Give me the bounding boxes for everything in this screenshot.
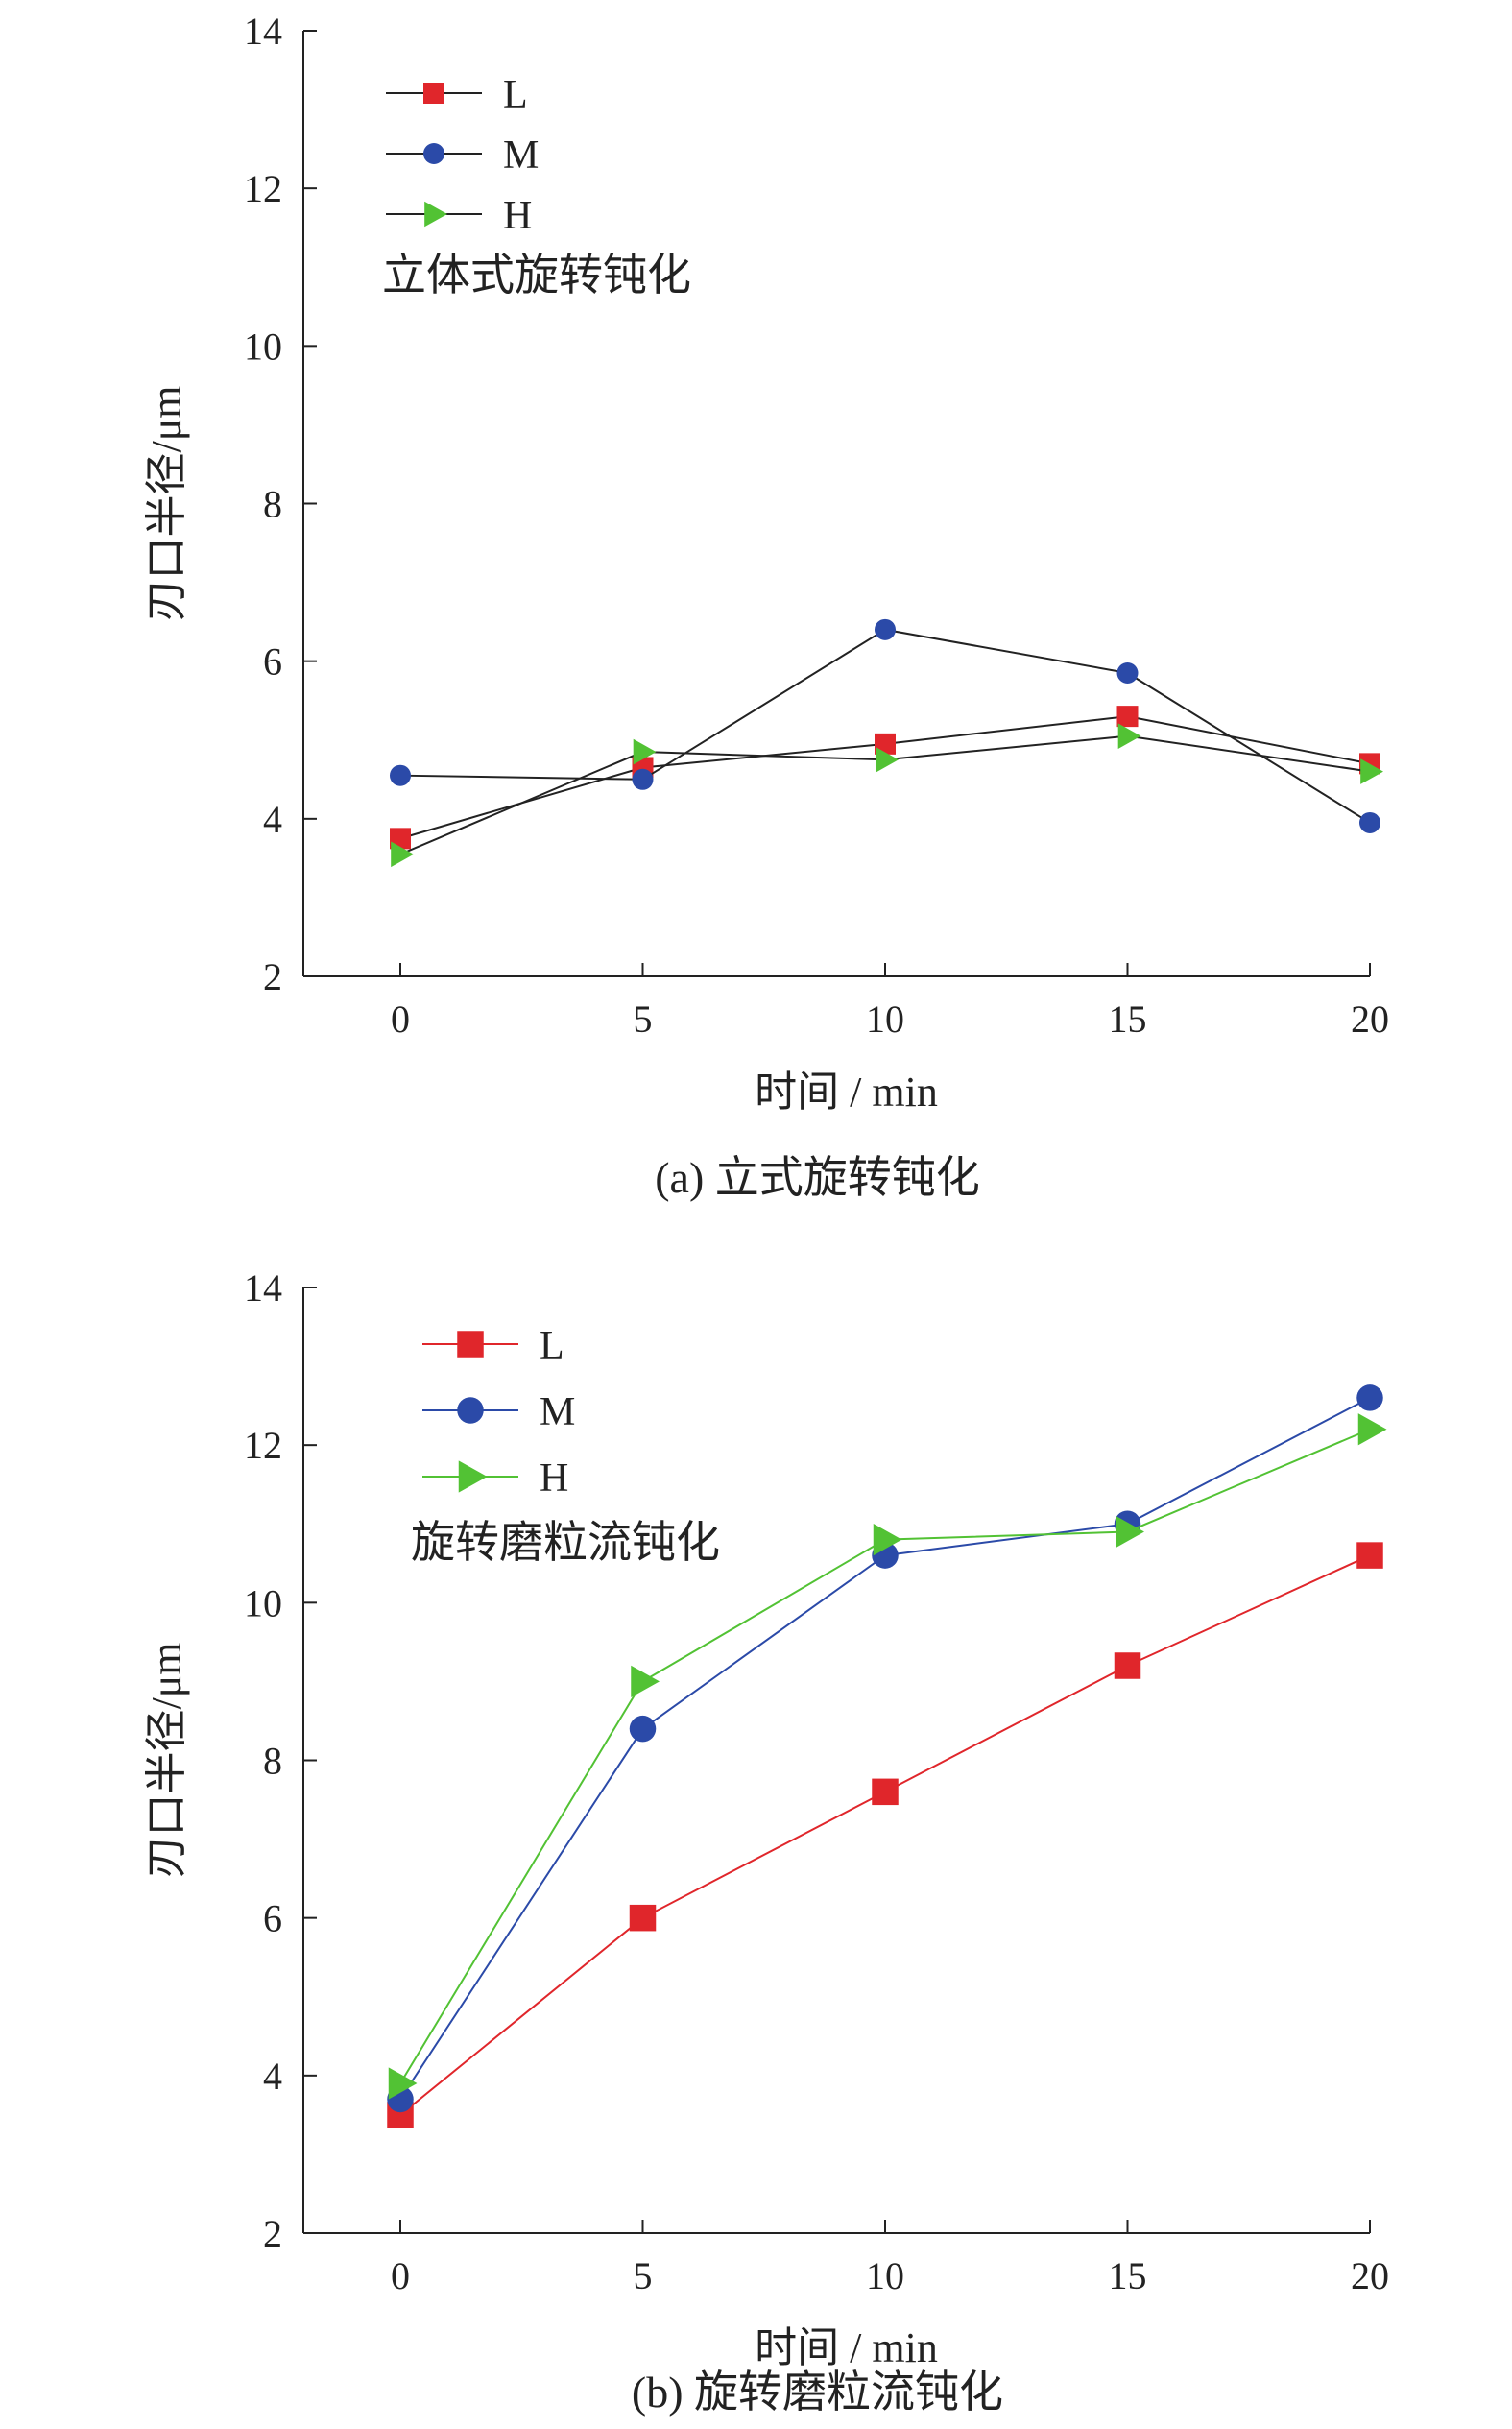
chart-panel-b: 2 4 6 8 10 12 14 0 5 10 15 20 时间 / min 刃口半径/μm LMH 旋转磨粒…: [143, 1266, 1389, 2417]
y-tick-label: 4: [263, 798, 282, 841]
y-tick-label: 10: [244, 325, 282, 368]
data-point-L: [629, 1904, 657, 1932]
x-axis-title: 时间 / min: [755, 2324, 938, 2371]
data-point-M: [1116, 661, 1139, 684]
legend-label-M: M: [503, 133, 539, 178]
figure-caption: (b) 旋转磨粒流钝化: [632, 2368, 1003, 2417]
y-axis-title: 刃口半径/μm: [143, 1642, 190, 1878]
legend-marker-L: [423, 83, 444, 104]
x-tick-label: 10: [866, 2254, 904, 2297]
x-tick-label: 15: [1109, 998, 1147, 1041]
legend-marker-H: [458, 1460, 488, 1493]
series-line-L: [399, 1554, 1371, 2116]
legend-marker-M: [457, 1397, 484, 1424]
y-tick-label: 2: [263, 955, 282, 998]
y-axis-title: 刃口半径/μm: [143, 385, 190, 621]
y-tick-label: 8: [263, 1740, 282, 1783]
data-point-L: [872, 1778, 899, 1806]
series-line-M: [399, 1397, 1371, 2101]
legend-label-M: M: [540, 1390, 575, 1434]
figure-caption: (a) 立式旋转钝化: [655, 1153, 980, 1202]
data-point-H: [388, 2067, 418, 2100]
data-point-L: [390, 828, 411, 850]
data-point-H: [633, 738, 657, 765]
y-tick-label: 4: [263, 2055, 282, 2098]
y-tick-label: 14: [244, 1266, 282, 1310]
chart-annotation: 旋转磨粒流钝化: [411, 1516, 720, 1568]
data-point-M: [629, 1715, 657, 1743]
chart-annotation: 立体式旋转钝化: [382, 249, 691, 301]
legend-label-L: L: [540, 1324, 564, 1368]
data-point-M: [875, 618, 896, 640]
data-point-M: [1359, 811, 1380, 833]
data-point-L: [1356, 1542, 1383, 1569]
data-point-M: [632, 768, 654, 790]
data-point-H: [1357, 1413, 1387, 1446]
x-tick-label: 20: [1351, 2254, 1389, 2297]
chart-panel-a: 2 4 6 8 10 12 14 0 5 10 15 20 时间 / min 刃口半径/μm LMH 立体式旋…: [143, 10, 1389, 1202]
data-point-H: [631, 1665, 660, 1698]
x-tick-label: 20: [1351, 998, 1389, 1041]
data-point-H: [391, 841, 414, 868]
data-point-M: [1356, 1384, 1383, 1411]
x-tick-label: 0: [391, 998, 410, 1041]
data-point-H: [1116, 1515, 1144, 1549]
x-tick-label: 5: [634, 2254, 653, 2297]
y-tick-label: 2: [263, 2212, 282, 2255]
x-tick-label: 15: [1109, 2254, 1147, 2297]
legend-label-H: H: [503, 194, 532, 238]
x-tick-label: 0: [391, 2254, 410, 2297]
legend-marker-L: [457, 1331, 484, 1358]
data-point-H: [1360, 758, 1383, 784]
x-axis-title: 时间 / min: [755, 1069, 938, 1116]
data-point-M: [390, 764, 411, 786]
x-tick-label: 10: [866, 998, 904, 1041]
y-tick-label: 12: [244, 1424, 282, 1467]
data-point-L: [1116, 706, 1139, 728]
y-tick-label: 12: [244, 167, 282, 210]
x-tick-label: 5: [634, 998, 653, 1041]
y-tick-label: 6: [263, 1897, 282, 1940]
data-point-H: [876, 746, 899, 773]
legend-marker-H: [424, 201, 447, 228]
data-point-H: [873, 1524, 902, 1556]
legend-label-L: L: [503, 73, 528, 117]
y-tick-label: 6: [263, 640, 282, 684]
legend-marker-M: [423, 143, 444, 164]
legend-label-H: H: [540, 1456, 568, 1501]
y-tick-label: 14: [244, 10, 282, 53]
y-tick-label: 8: [263, 483, 282, 526]
data-point-L: [1114, 1652, 1141, 1679]
data-point-H: [1117, 723, 1141, 749]
y-tick-label: 10: [244, 1581, 282, 1624]
data-point-L: [875, 733, 896, 755]
